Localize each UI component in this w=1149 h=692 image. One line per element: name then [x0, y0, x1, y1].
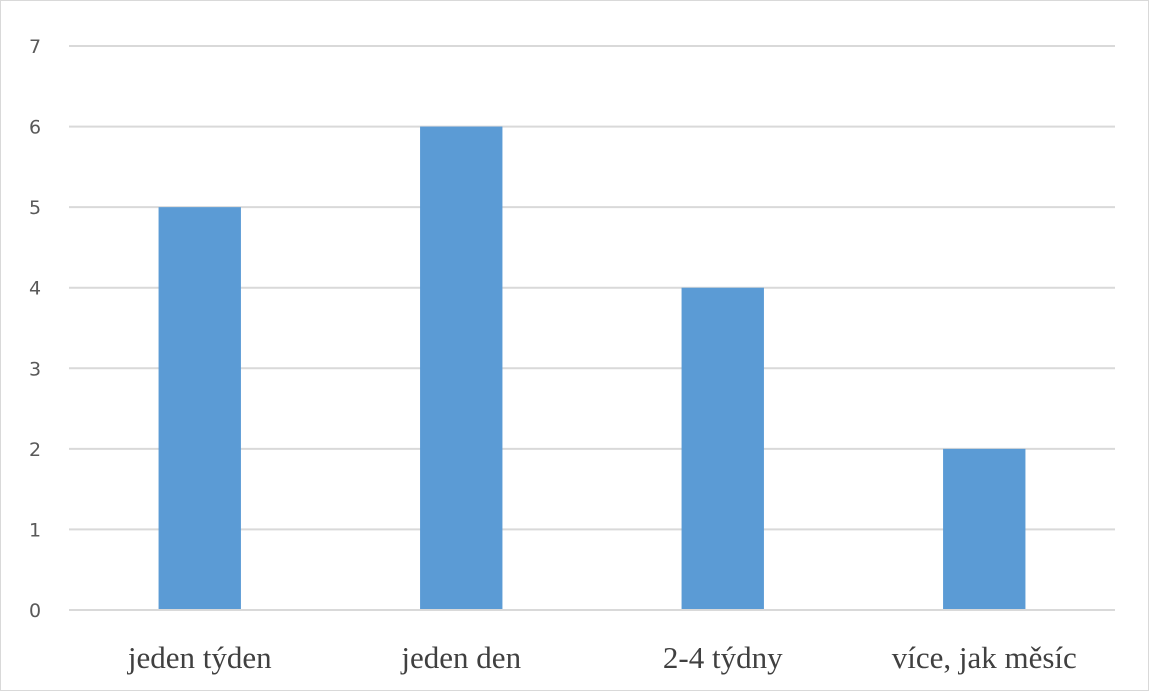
y-tick-label-6: 6: [29, 117, 41, 139]
bars: [158, 126, 1026, 611]
y-axis-tick-labels: 0 1 2 3 4 5 6 7: [29, 36, 41, 622]
y-tick-label-3: 3: [29, 358, 41, 380]
x-category-label-3: 2-4 týdny: [663, 640, 783, 675]
bar-4: [943, 448, 1026, 610]
bar-1: [158, 207, 241, 610]
y-tick-label-2: 2: [29, 439, 41, 461]
bar-2: [420, 126, 503, 611]
x-category-label-4: více, jak měsíc: [892, 640, 1077, 675]
gridlines: [69, 45, 1115, 531]
x-category-label-2: jeden den: [400, 640, 521, 675]
y-tick-label-4: 4: [29, 278, 41, 300]
x-axis-category-labels: jeden týden jeden den 2-4 týdny více, jak m…: [127, 640, 1077, 675]
x-category-label-1: jeden týden: [127, 640, 272, 675]
y-tick-label-7: 7: [29, 36, 41, 58]
y-tick-label-1: 1: [29, 519, 41, 541]
y-tick-label-5: 5: [29, 197, 41, 219]
bar-3: [681, 287, 764, 610]
y-tick-label-0: 0: [29, 600, 41, 622]
